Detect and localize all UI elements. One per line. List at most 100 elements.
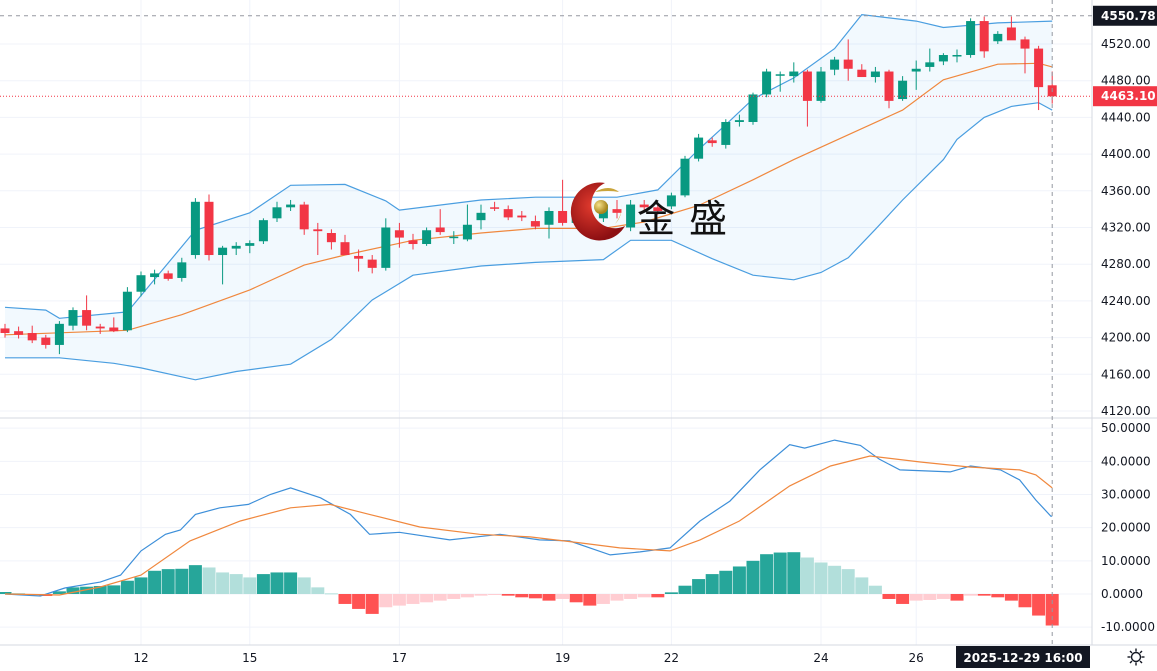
macd-histogram-bar <box>855 577 869 594</box>
macd-histogram-bar <box>787 552 801 594</box>
macd-histogram-bar <box>977 594 991 596</box>
macd-histogram-bar <box>284 572 298 594</box>
candle-down <box>490 207 500 209</box>
macd-histogram-bar <box>583 594 597 606</box>
macd-histogram-bar <box>651 594 665 598</box>
candle-up <box>816 71 826 101</box>
candle-up <box>272 207 282 219</box>
logo-text: 金盛 <box>637 197 742 241</box>
macd-histogram-bar <box>460 594 474 598</box>
macd-histogram-bar <box>936 594 950 599</box>
macd-histogram-bar <box>107 585 121 594</box>
price-tick-label: 4360.00 <box>1101 184 1151 198</box>
candle-up <box>870 71 880 78</box>
macd-histogram-bar <box>365 594 379 614</box>
macd-histogram-bar <box>433 594 447 601</box>
candle-down <box>204 201 214 256</box>
macd-histogram-bar <box>352 594 366 609</box>
macd-histogram-bar <box>828 565 842 594</box>
last-price-tag <box>1093 86 1157 107</box>
macd-histogram-bar <box>569 594 583 603</box>
candle-up <box>666 195 676 207</box>
price-tick-label: 4240.00 <box>1101 294 1151 308</box>
candle-up <box>218 247 228 256</box>
candle-down <box>313 229 323 232</box>
candle-down <box>340 242 350 256</box>
macd-histogram-bar <box>896 594 910 604</box>
macd-histogram-bar <box>161 569 175 594</box>
macd-histogram-bar <box>256 574 270 594</box>
crosshair-time-label: 2025-12-29 16:00 <box>963 651 1082 665</box>
candle-down <box>408 240 418 245</box>
macd-histogram-bar <box>148 570 162 594</box>
macd-histogram-bar <box>1032 594 1046 616</box>
candle-down <box>82 310 92 326</box>
candle-down <box>979 21 989 52</box>
candle-up <box>694 137 704 159</box>
macd-histogram-bar <box>420 594 434 603</box>
bollinger-lower-line <box>5 102 1053 381</box>
candle-up <box>54 323 64 345</box>
macd-histogram-bar <box>882 594 896 599</box>
candle-down <box>95 326 105 329</box>
candle-down <box>367 259 377 268</box>
candle-down <box>1006 27 1016 41</box>
macd-tick-label: 40.0000 <box>1101 454 1151 468</box>
time-tick-label: 24 <box>813 651 828 665</box>
candle-up <box>286 204 296 208</box>
candle-down <box>354 255 364 259</box>
macd-histogram-bar <box>964 594 978 596</box>
candle-down <box>299 204 309 230</box>
candle-down <box>41 337 51 345</box>
macd-histogram-bar <box>324 593 338 595</box>
macd-histogram-bar <box>134 577 148 594</box>
time-tick-label: 22 <box>664 651 679 665</box>
candle-down <box>843 59 853 69</box>
candle-up <box>150 273 160 278</box>
gear-icon[interactable] <box>1126 647 1146 667</box>
macd-histogram-bar <box>773 552 787 594</box>
macd-histogram-bar <box>814 562 828 594</box>
macd-histogram-bar <box>596 594 610 604</box>
price-tick-label: 4200.00 <box>1101 331 1151 345</box>
macd-histogram-bar <box>216 572 230 594</box>
bollinger-middle-line <box>4 62 1053 336</box>
macd-tick-label: 30.0000 <box>1101 487 1151 501</box>
time-tick-label: 15 <box>242 651 257 665</box>
candle-up <box>626 204 636 228</box>
candle-down <box>435 227 445 233</box>
macd-histogram-bar <box>719 570 733 594</box>
macd-histogram-bar <box>705 574 719 594</box>
time-tick-label: 12 <box>133 651 148 665</box>
macd-histogram-bar <box>80 586 94 594</box>
candle-down <box>1034 48 1044 88</box>
crosshair-price-tag <box>1093 5 1157 26</box>
watermark-logo: 金盛 <box>565 180 745 242</box>
macd-histogram-bar <box>488 594 502 595</box>
candle-up <box>966 21 976 56</box>
time-tick-label: 17 <box>392 651 407 665</box>
price-tick-label: 4440.00 <box>1101 110 1151 124</box>
macd-histogram-bar <box>93 586 107 594</box>
price-tick-label: 4280.00 <box>1101 257 1151 271</box>
candle-down <box>0 328 10 334</box>
macd-histogram-bar <box>746 560 760 594</box>
candle-down <box>1020 39 1030 49</box>
macd-histogram-bar <box>270 572 284 594</box>
macd-histogram-bar <box>297 577 311 594</box>
macd-histogram-bar <box>243 577 257 594</box>
macd-tick-label: 0.0000 <box>1101 587 1143 601</box>
macd-histogram-bar <box>800 557 814 594</box>
candle-up <box>993 33 1003 42</box>
macd-signal-line <box>4 455 1053 596</box>
candle-down <box>639 204 649 208</box>
candle-up <box>245 243 255 246</box>
price-tick-label: 4320.00 <box>1101 221 1151 235</box>
candle-down <box>503 209 513 218</box>
candle-up <box>911 68 921 72</box>
price-tick-label: 4520.00 <box>1101 37 1151 51</box>
macd-histogram-bar <box>66 587 80 594</box>
time-tick-label: 19 <box>555 651 570 665</box>
candle-up <box>449 236 459 239</box>
